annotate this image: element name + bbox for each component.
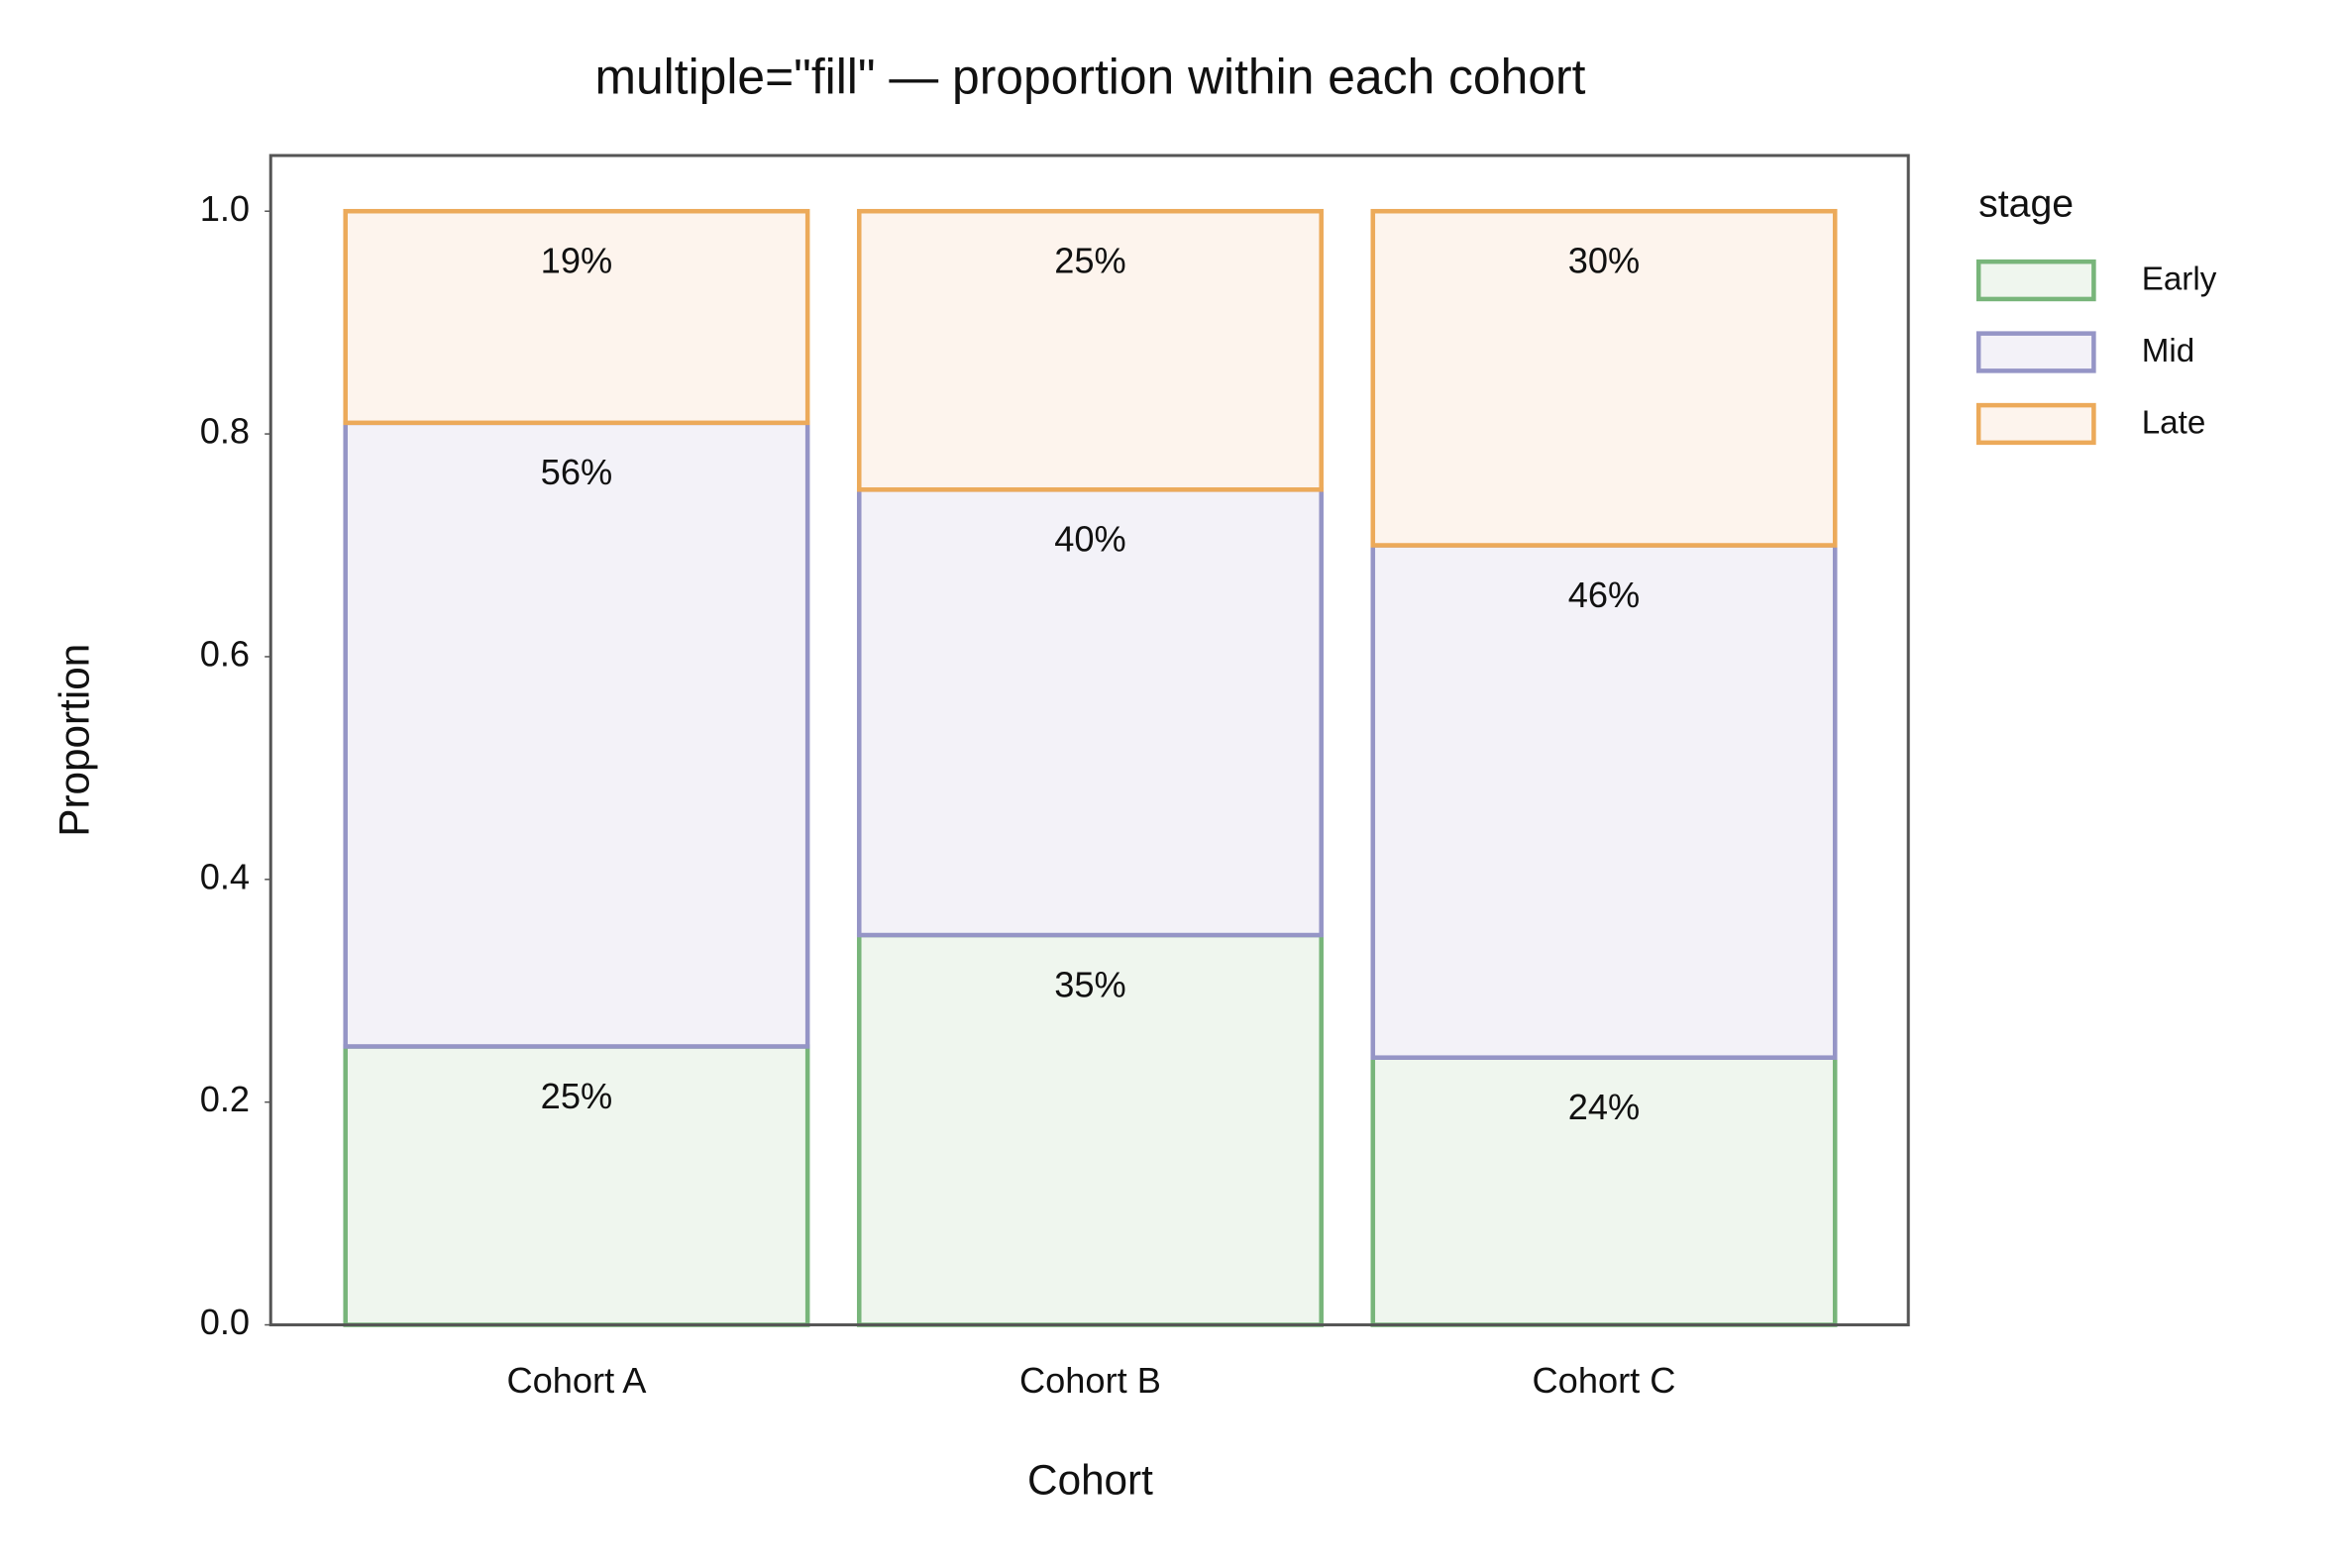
bar-segment bbox=[1370, 1055, 1838, 1327]
y-axis-label: Proportion bbox=[52, 644, 98, 837]
bar-segment bbox=[343, 420, 810, 1049]
value-label: 46% bbox=[1568, 575, 1640, 615]
legend-label: Mid bbox=[2142, 333, 2195, 369]
value-label: 25% bbox=[1054, 241, 1125, 281]
y-tick-label: 0.8 bbox=[200, 411, 250, 452]
value-label: 35% bbox=[1054, 964, 1125, 1004]
y-tick-label: 1.0 bbox=[200, 188, 250, 229]
value-label: 30% bbox=[1568, 241, 1640, 281]
chart-title: multiple="fill" — proportion within each… bbox=[595, 50, 1586, 105]
y-tick-label: 0.4 bbox=[200, 856, 250, 896]
bar-segment bbox=[856, 208, 1324, 492]
bar-segment bbox=[343, 208, 810, 426]
value-label: 56% bbox=[541, 452, 612, 492]
x-axis-label: Cohort bbox=[1027, 1457, 1153, 1504]
bar-segment bbox=[856, 932, 1324, 1327]
legend-label: Late bbox=[2142, 405, 2206, 442]
value-label: 24% bbox=[1568, 1087, 1640, 1127]
bar-segment bbox=[1370, 208, 1838, 548]
plot-frame bbox=[268, 154, 1910, 1327]
legend-label: Early bbox=[2142, 261, 2217, 298]
value-label: 19% bbox=[541, 241, 612, 281]
legend-swatch bbox=[1975, 402, 2096, 446]
x-tick-label: Cohort B bbox=[1019, 1360, 1161, 1401]
legend-swatch bbox=[1975, 259, 2096, 302]
legend-swatch bbox=[1975, 331, 2096, 373]
y-tick-label: 0.6 bbox=[200, 634, 250, 675]
y-tick-label: 0.2 bbox=[200, 1079, 250, 1119]
x-tick-label: Cohort C bbox=[1533, 1360, 1676, 1401]
value-label: 40% bbox=[1054, 519, 1125, 560]
bar-segment bbox=[1370, 543, 1838, 1060]
y-tick-label: 0.0 bbox=[200, 1302, 250, 1342]
legend-title: stage bbox=[1978, 182, 2074, 226]
value-label: 25% bbox=[541, 1076, 612, 1116]
x-tick-label: Cohort A bbox=[506, 1360, 647, 1401]
